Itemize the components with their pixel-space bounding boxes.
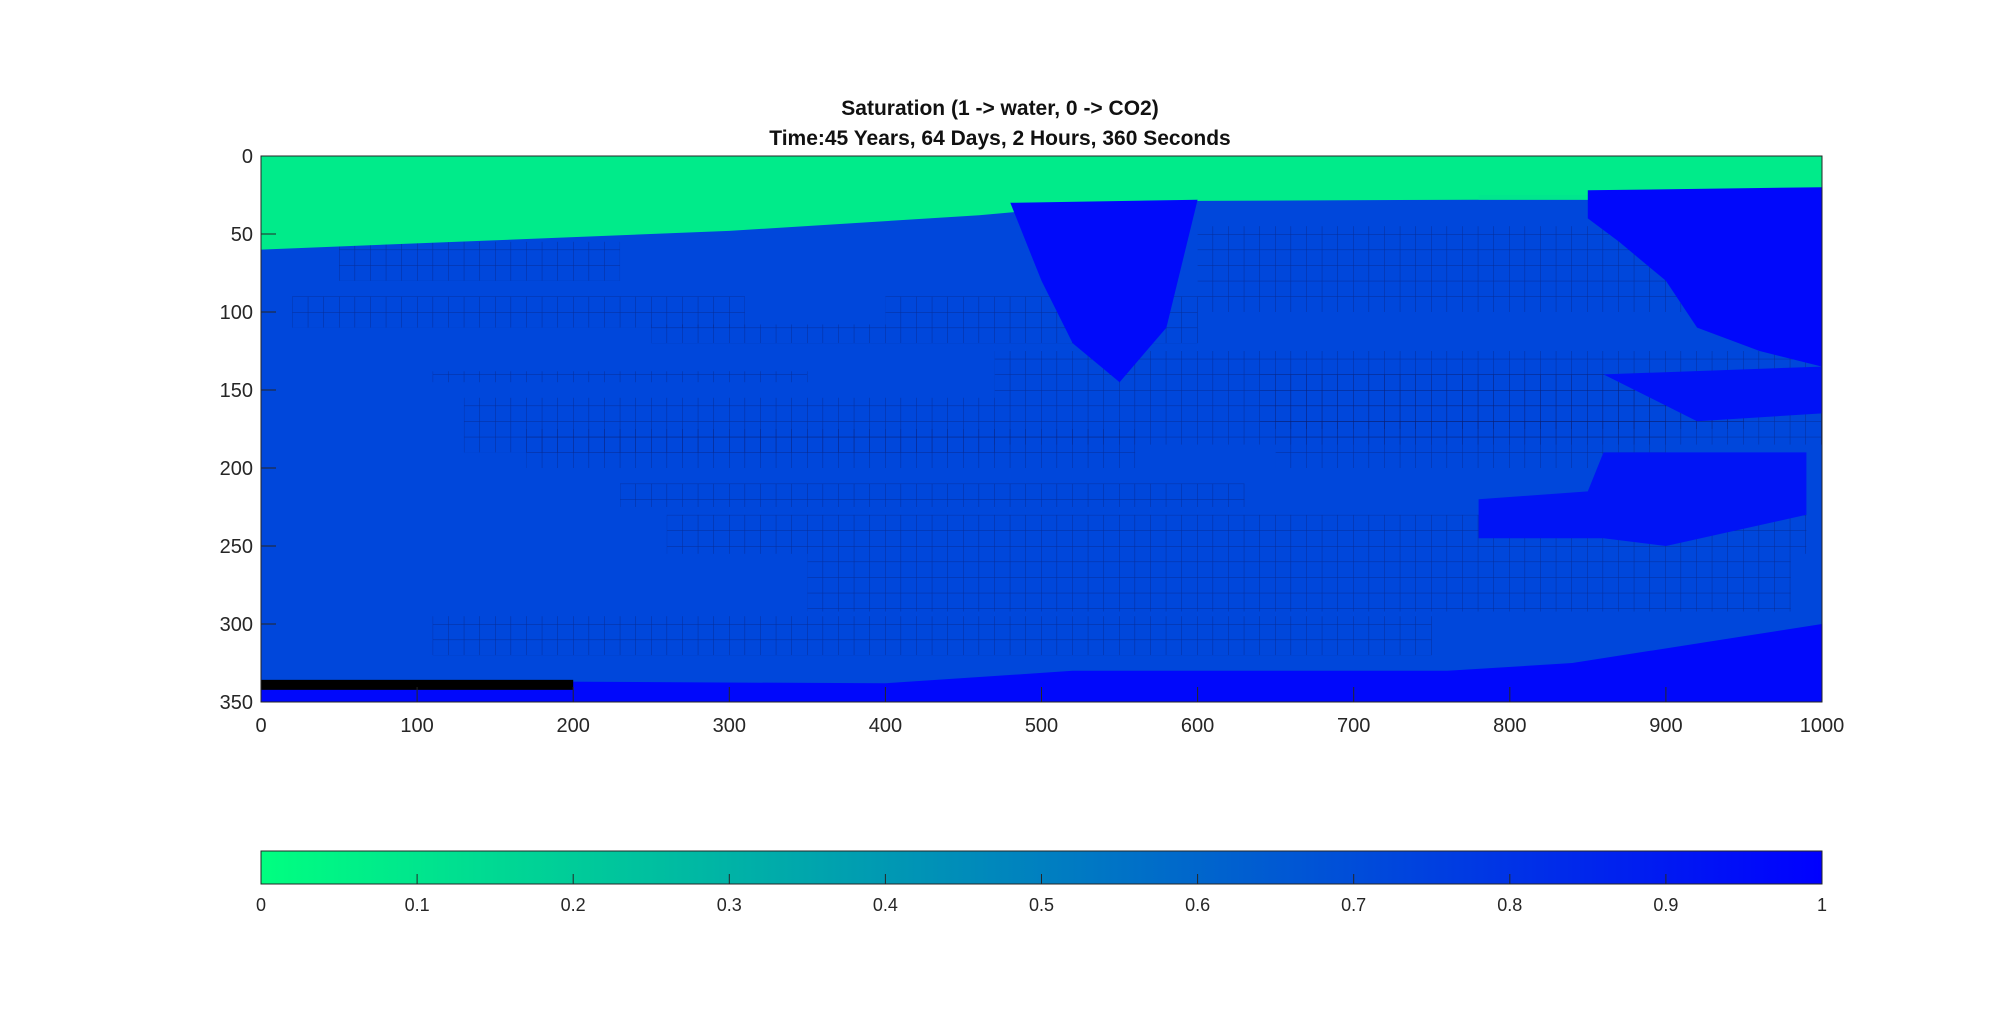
y-tick-label: 50 bbox=[231, 224, 253, 246]
chart-subtitle: Time:45 Years, 64 Days, 2 Hours, 360 Sec… bbox=[769, 127, 1231, 150]
x-tick-label: 900 bbox=[1649, 715, 1682, 737]
colorbar-tick-label: 0.5 bbox=[1029, 895, 1054, 915]
saturation-region bbox=[1478, 452, 1807, 546]
x-tick-label: 700 bbox=[1337, 715, 1370, 737]
y-tick-label: 0 bbox=[242, 146, 253, 168]
colorbar-tick-label: 0.1 bbox=[405, 895, 430, 915]
mesh-refinement-band bbox=[620, 483, 1245, 507]
y-tick-label: 300 bbox=[220, 614, 253, 636]
chart-title: Saturation (1 -> water, 0 -> CO2) bbox=[841, 97, 1159, 120]
saturation-region bbox=[1010, 199, 1198, 383]
mesh-refinement-band bbox=[339, 241, 621, 281]
y-tick-label: 200 bbox=[220, 458, 253, 480]
colorbar-tick-label: 0.4 bbox=[873, 895, 898, 915]
colorbar-tick-label: 0 bbox=[256, 895, 266, 915]
x-tick-label: 400 bbox=[869, 715, 902, 737]
mesh-refinement-band bbox=[432, 371, 808, 383]
x-tick-label: 300 bbox=[713, 715, 746, 737]
mesh-refinement-band bbox=[432, 616, 1432, 656]
mesh-refinement-band bbox=[651, 324, 886, 344]
y-tick-label: 150 bbox=[220, 380, 253, 402]
saturation-region bbox=[1603, 366, 1822, 422]
colorbar-tick-label: 0.7 bbox=[1341, 895, 1366, 915]
colorbar-tick-label: 0.6 bbox=[1185, 895, 1210, 915]
mesh-refinement-band bbox=[292, 296, 745, 328]
y-tick-label: 250 bbox=[220, 536, 253, 558]
colorbar: 0 0.1 0.2 0.3 0.4 0.5 0.6 0.7 0.8 0.9 1 bbox=[256, 850, 1827, 915]
colorbar-tick-label: 0.2 bbox=[561, 895, 586, 915]
colorbar-tick-label: 0.9 bbox=[1653, 895, 1678, 915]
y-tick-label: 100 bbox=[220, 302, 253, 324]
colorbar-tick-label: 1 bbox=[1817, 895, 1827, 915]
x-tick-label: 200 bbox=[557, 715, 590, 737]
axes: 0 100 200 300 400 500 600 700 800 900 1000 0 50 100 15… bbox=[220, 146, 1845, 737]
plot-area bbox=[261, 156, 1822, 702]
well-marker bbox=[261, 679, 574, 690]
mesh-refinement-band bbox=[807, 553, 1791, 612]
x-tick-label: 0 bbox=[255, 715, 266, 737]
x-tick-label: 800 bbox=[1493, 715, 1526, 737]
colorbar-tick-label: 0.3 bbox=[717, 895, 742, 915]
saturation-region bbox=[261, 624, 1822, 702]
saturation-region bbox=[1587, 187, 1822, 367]
y-tick-label: 350 bbox=[220, 692, 253, 714]
colorbar-tick-label: 0.8 bbox=[1497, 895, 1522, 915]
x-tick-label: 600 bbox=[1181, 715, 1214, 737]
x-tick-label: 1000 bbox=[1800, 715, 1845, 737]
x-tick-label: 500 bbox=[1025, 715, 1058, 737]
x-tick-label: 100 bbox=[400, 715, 433, 737]
